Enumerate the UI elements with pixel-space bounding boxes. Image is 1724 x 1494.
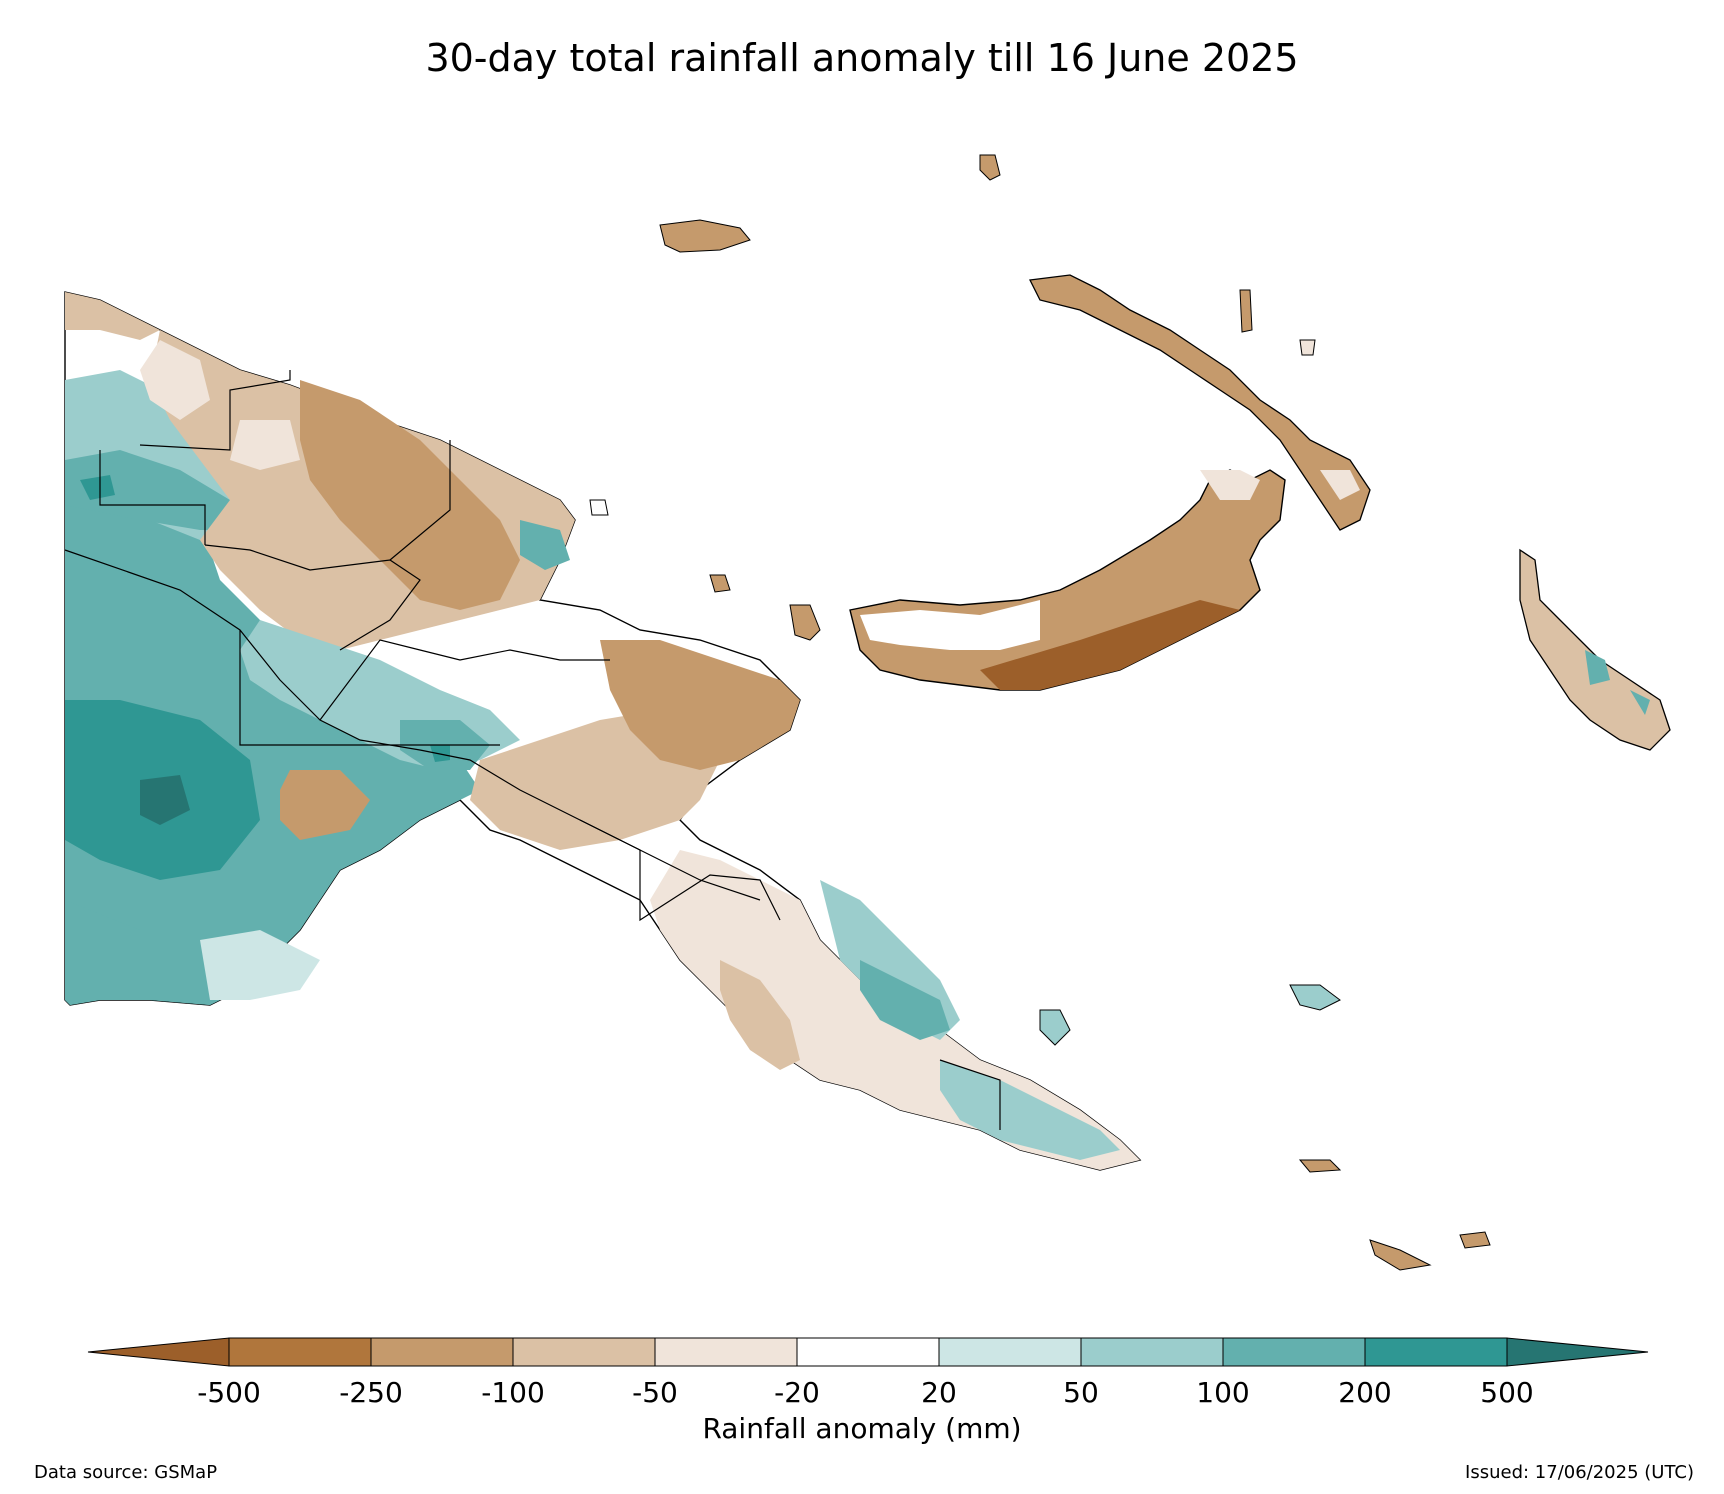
colorbar-tick-label: -20 (774, 1376, 820, 1409)
new-britain (849, 469, 1286, 691)
colorbar-segment (370, 1337, 514, 1367)
colorbar-tick-label: 50 (1063, 1376, 1099, 1409)
colorbar-tick-label: -250 (339, 1376, 403, 1409)
colorbar-segment (228, 1337, 372, 1367)
colorbar-tick-label: 20 (921, 1376, 957, 1409)
colorbar-tick-label: 200 (1338, 1376, 1392, 1409)
issued-date-note: Issued: 17/06/2025 (UTC) (1465, 1462, 1694, 1483)
colorbar-segments (87, 1337, 1649, 1367)
provincial-boundaries (64, 370, 1001, 1130)
colorbar-extend-low (87, 1337, 230, 1367)
colorbar (87, 1337, 1649, 1367)
mainland-west (64, 291, 1142, 1171)
colorbar-label: Rainfall anomaly (mm) (702, 1412, 1022, 1445)
colorbar-segment (796, 1337, 940, 1367)
colorbar-segment (1364, 1337, 1508, 1367)
colorbar-tick-label: 100 (1196, 1376, 1250, 1409)
new-ireland (1029, 274, 1371, 531)
colorbar-tick-label: -50 (632, 1376, 678, 1409)
colorbar-tick-label: -100 (481, 1376, 545, 1409)
colorbar-segment (654, 1337, 798, 1367)
bougainville (1519, 548, 1671, 751)
small-islands (589, 154, 1491, 1271)
rainfall-anomaly-map (64, 154, 1671, 1271)
colorbar-tick-label: -500 (197, 1376, 261, 1409)
map-title: 30-day total rainfall anomaly till 16 Ju… (425, 36, 1299, 80)
colorbar-segment (512, 1337, 656, 1367)
data-source-note: Data source: GSMaP (34, 1462, 218, 1483)
colorbar-tick-label: 500 (1480, 1376, 1534, 1409)
colorbar-segment (1222, 1337, 1366, 1367)
colorbar-segment (1080, 1337, 1224, 1367)
colorbar-segment (938, 1337, 1082, 1367)
colorbar-extend-high (1506, 1337, 1649, 1367)
